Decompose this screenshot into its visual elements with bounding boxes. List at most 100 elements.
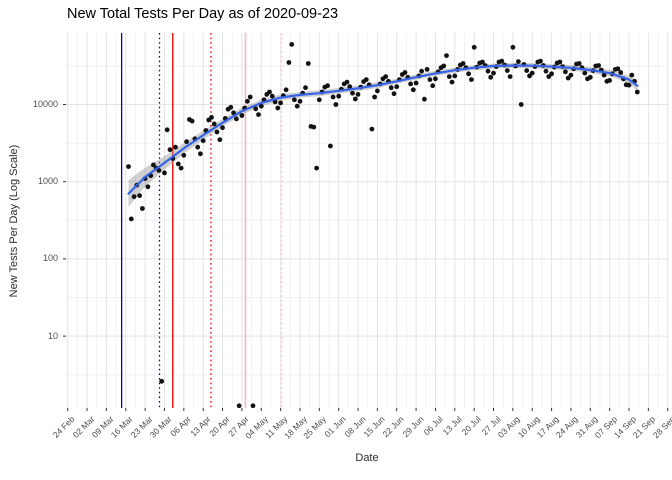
- y-axis-title: New Tests Per Day (Log Scale): [8, 144, 20, 298]
- event-vlines: [120, 33, 283, 408]
- data-point: [272, 99, 278, 105]
- x-tick-label: 01 Jun: [322, 414, 348, 440]
- x-tick-label: 20 Jul: [460, 414, 484, 438]
- data-point: [372, 94, 377, 100]
- data-point: [529, 70, 535, 76]
- data-point: [563, 69, 568, 75]
- data-point: [330, 94, 336, 100]
- data-point: [576, 61, 582, 66]
- data-point: [231, 110, 237, 116]
- data-point: [294, 103, 300, 109]
- data-point: [355, 92, 361, 97]
- data-point: [195, 144, 201, 150]
- data-point: [350, 90, 355, 96]
- data-point: [234, 116, 239, 122]
- data-point: [410, 87, 416, 93]
- data-point: [209, 115, 214, 120]
- data-point: [178, 165, 184, 171]
- data-point: [369, 126, 375, 132]
- data-point: [433, 76, 438, 82]
- data-point: [626, 82, 632, 88]
- axis-tick-marks: [63, 104, 669, 411]
- data-point: [217, 137, 223, 143]
- y-tick-label: 10000: [32, 99, 58, 109]
- data-point: [427, 77, 433, 82]
- data-point: [297, 98, 303, 104]
- data-point: [275, 105, 281, 111]
- data-point: [167, 147, 173, 153]
- data-point: [480, 59, 485, 65]
- data-point: [446, 74, 452, 79]
- chart-title: New Total Tests Per Day as of 2020-09-23: [67, 6, 339, 22]
- data-point: [236, 403, 242, 408]
- data-point: [159, 378, 165, 384]
- data-point: [211, 121, 217, 127]
- data-point: [352, 96, 358, 102]
- data-point: [269, 93, 275, 99]
- data-point: [305, 61, 311, 66]
- data-point: [516, 59, 521, 64]
- data-point: [568, 72, 574, 78]
- data-point: [200, 138, 206, 144]
- y-tick-label: 1000: [37, 176, 58, 187]
- smooth-line: [127, 64, 639, 195]
- data-point: [214, 129, 220, 135]
- data-point: [245, 98, 250, 104]
- data-point: [333, 102, 339, 107]
- data-point: [162, 170, 167, 176]
- data-point: [253, 106, 259, 112]
- data-point: [582, 70, 588, 76]
- data-point: [391, 91, 397, 97]
- data-point: [634, 89, 640, 95]
- data-point: [198, 151, 203, 157]
- x-axis-title: Date: [355, 452, 379, 464]
- data-point: [303, 85, 308, 91]
- data-point: [189, 118, 195, 124]
- data-point: [247, 94, 253, 100]
- x-tick-label: 24 Feb: [50, 414, 77, 440]
- data-point: [267, 89, 272, 95]
- data-point: [466, 71, 471, 77]
- data-point: [126, 164, 131, 170]
- chart-svg: [63, 33, 669, 411]
- data-point: [430, 83, 436, 89]
- data-point: [292, 97, 297, 103]
- data-point: [344, 79, 350, 85]
- data-point: [469, 77, 474, 82]
- data-point: [615, 66, 621, 72]
- data-point: [289, 42, 295, 47]
- x-tick-label: 06 Jul: [421, 414, 445, 438]
- data-point: [256, 112, 261, 117]
- data-point: [424, 67, 430, 72]
- data-point: [402, 70, 408, 75]
- data-point: [504, 68, 510, 73]
- data-point: [419, 68, 424, 74]
- data-point: [510, 44, 516, 50]
- x-tick-label: 06 Apr: [168, 414, 193, 439]
- data-point: [258, 103, 264, 109]
- data-point: [175, 161, 181, 167]
- data-point: [283, 87, 289, 93]
- y-tick-label: 10: [47, 330, 58, 341]
- data-point: [557, 59, 563, 65]
- data-point: [220, 125, 225, 131]
- data-point: [449, 79, 455, 85]
- data-point: [336, 93, 342, 99]
- data-point: [488, 74, 494, 80]
- data-point: [363, 77, 369, 82]
- data-point: [394, 84, 400, 90]
- data-point: [173, 144, 178, 150]
- data-point: [164, 127, 170, 133]
- data-point: [444, 53, 449, 58]
- data-point: [629, 72, 635, 78]
- data-point: [137, 193, 142, 199]
- y-tick-label: 100: [42, 253, 58, 264]
- data-point: [441, 63, 447, 69]
- data-point: [618, 70, 624, 75]
- data-point: [151, 162, 156, 168]
- data-point: [422, 96, 427, 102]
- data-point: [388, 85, 394, 91]
- data-point: [518, 102, 524, 107]
- x-tick-label: 13 Apr: [187, 414, 213, 439]
